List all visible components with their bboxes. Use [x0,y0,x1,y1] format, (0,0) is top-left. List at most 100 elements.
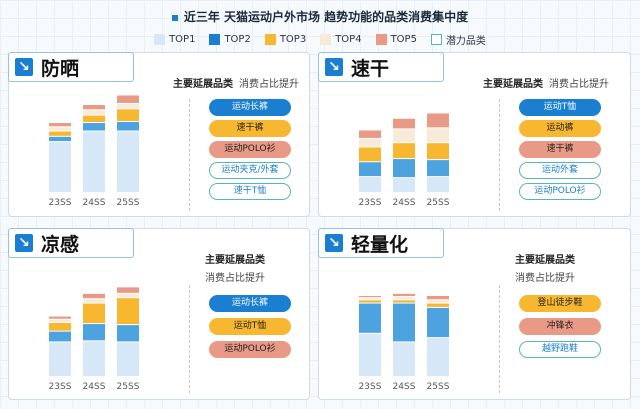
legend-item-top5: TOP5 [375,32,417,47]
legend-swatch [375,34,387,45]
stacked-bar-chart: 23SS 24SS 25SS [49,95,140,208]
bar-segment-top3 [83,303,105,324]
panel-title: 速干 [351,57,390,80]
category-pill: 运动POLO衫 [519,183,601,200]
bar-segment-top3 [117,109,139,121]
legend-swatch [154,34,166,45]
bar-segment-top2 [359,162,381,177]
bar-segment-top2 [117,121,139,131]
bar-segment-top4 [117,103,139,109]
category-pill: 运动POLO衫 [209,141,291,158]
panel-quick-dry: ↘ 速干 主要延展品类 消费占比提升 运动T恤 运动裤 速干裤 运动外套 运动PO… [318,52,631,217]
bar-segment-top4 [359,138,381,147]
panel-header: ↘ 轻量化 [318,228,444,258]
bar-segment-top3 [427,303,449,307]
dashed-divider [189,285,190,393]
panel-subheading: 主要延展品类 消费占比提升 [205,255,265,284]
legend: TOP1 TOP2 TOP3 TOP4 TOP5 潜力品类 [0,32,640,47]
panel-title: 防晒 [41,57,80,80]
bar-segment-top2 [117,325,139,342]
category-pill: 速干裤 [519,141,601,158]
legend-item-top4: TOP4 [320,32,362,47]
bar-segment-top1 [117,342,139,376]
category-pill: 登山徒步鞋 [519,295,601,312]
bar-segment-top4 [359,298,381,300]
bar-segment-top4 [117,293,139,298]
x-tick-label: 25SS [117,198,140,208]
category-pill: 越野跑鞋 [519,341,601,358]
bar-segment-top5 [83,293,105,299]
arrow-down-right-icon: ↘ [325,58,343,76]
category-pill: 运动夹克/外套 [209,162,291,179]
bar-segment-top2 [393,159,415,178]
square-bullet-icon [171,14,178,21]
bar-segment-top5 [117,287,139,293]
bar-segment-top1 [359,177,381,192]
x-tick-label: 24SS [83,382,106,392]
x-tick-label: 24SS [83,198,106,208]
bar-segment-top3 [359,147,381,162]
category-pill: 运动T恤 [519,99,601,116]
dashed-divider [499,285,500,393]
bar-segment-top1 [359,333,381,376]
dashed-divider [189,99,190,211]
category-pill: 运动长裤 [209,295,291,312]
bar-segment-top5 [359,130,381,138]
bar-segment-top2 [83,123,105,131]
category-pill: 运动裤 [519,120,601,137]
bar-segment-top5 [49,316,71,319]
bar-segment-top2 [427,160,449,177]
bar-segment-top3 [393,300,415,303]
bar-segment-top1 [393,178,415,192]
panel-lightweight: ↘ 轻量化 主要延展品类 消费占比提升 登山徒步鞋 冲锋衣 越野跑鞋 23SS 24… [318,228,631,400]
bar-segment-top2 [49,331,71,342]
bar-segment-top5 [393,118,415,129]
stacked-bar-chart: 23SS 24SS 25SS [49,287,140,392]
bar-segment-top2 [49,136,71,142]
bar-segment-top5 [83,105,105,110]
bar-segment-top4 [49,127,71,131]
stacked-bar-chart: 23SS 24SS 25SS [359,293,450,392]
bar-segment-top2 [359,303,381,333]
category-pill: 运动POLO衫 [209,341,291,358]
bar-segment-top4 [49,319,71,322]
panel-subheading: 主要延展品类 消费占比提升 [515,255,575,284]
legend-item-top3: TOP3 [264,32,306,47]
bar-segment-top1 [49,342,71,376]
x-tick-label: 24SS [393,198,416,208]
arrow-down-right-icon: ↘ [325,234,343,252]
category-pill: 冲锋衣 [519,318,601,335]
bar-segment-top5 [117,95,139,103]
dashed-divider [499,99,500,211]
x-tick-label: 23SS [359,382,382,392]
category-pill: 运动T恤 [209,318,291,335]
x-tick-label: 23SS [359,198,382,208]
bar-segment-top2 [427,307,449,338]
bar-segment-top1 [117,131,139,192]
panel-cooling: ↘ 凉感 主要延展品类 消费占比提升 运动长裤 运动T恤 运动POLO衫 23SS… [8,228,310,400]
bar-segment-top2 [83,324,105,341]
legend-swatch [264,34,276,45]
legend-swatch [209,34,221,45]
panel-sun-protection: ↘ 防晒 主要延展品类 消费占比提升 运动长裤 速干裤 运动POLO衫 运动夹克/… [8,52,310,217]
bar-segment-top1 [427,338,449,376]
x-tick-label: 23SS [49,382,72,392]
bar-segment-top1 [83,131,105,192]
bar-segment-top4 [393,129,415,143]
x-tick-label: 25SS [427,382,450,392]
page-title: 近三年 天猫运动户外市场 趋势功能的品类消费集中度 [0,8,640,25]
arrow-down-right-icon: ↘ [15,58,33,76]
x-tick-label: 24SS [393,382,416,392]
bar-segment-top4 [393,297,415,300]
panel-subheading: 主要延展品类 消费占比提升 [173,79,299,90]
bar-segment-top3 [83,115,105,123]
panel-header: ↘ 防晒 [8,52,134,82]
bar-segment-top1 [49,142,71,192]
bar-segment-top1 [427,177,449,192]
x-tick-label: 23SS [49,198,72,208]
bar-segment-top3 [49,323,71,331]
x-tick-label: 25SS [427,198,450,208]
bar-segment-top3 [393,143,415,159]
bar-segment-top5 [49,123,71,127]
panel-title: 轻量化 [351,233,409,256]
